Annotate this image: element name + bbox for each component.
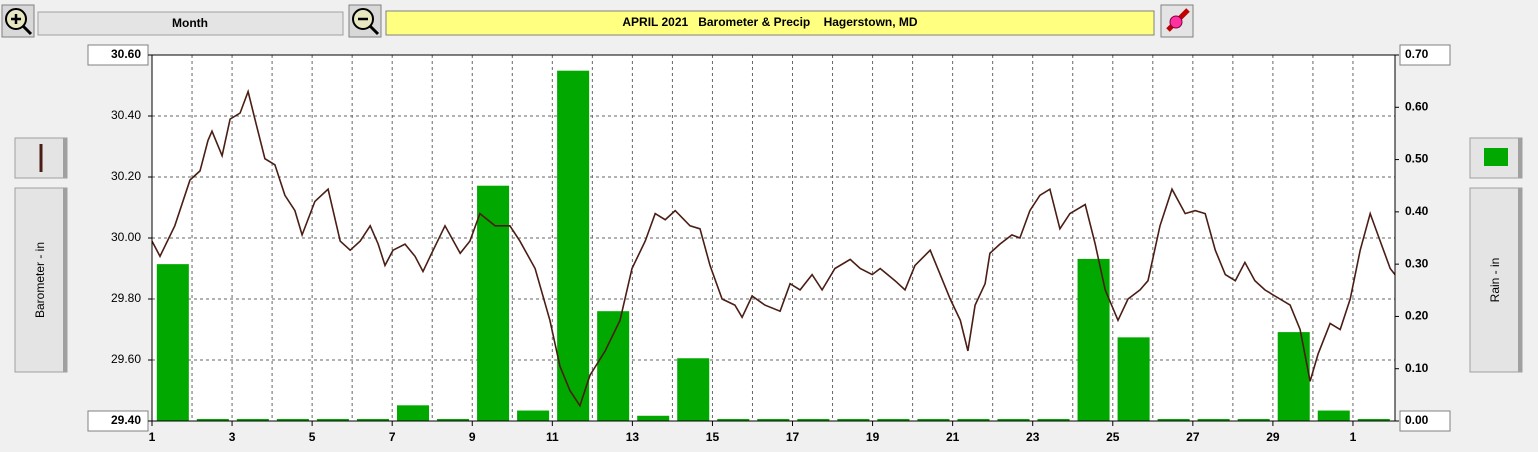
y2-tick-label: 0.70 xyxy=(1405,47,1429,61)
edit-button[interactable] xyxy=(1160,4,1194,38)
x-tick-label: 27 xyxy=(1186,430,1200,444)
bar xyxy=(917,419,950,421)
y2-tick-label: 0.00 xyxy=(1405,413,1429,427)
y-tick-label: 29.80 xyxy=(111,291,141,305)
bar xyxy=(797,419,830,421)
legend-button[interactable] xyxy=(1469,137,1523,179)
chart-title: APRIL 2021 Barometer & Precip Hagerstown… xyxy=(622,15,918,29)
x-tick-label: 17 xyxy=(786,430,800,444)
bar xyxy=(757,419,790,421)
bar xyxy=(196,419,229,421)
x-tick-label: 1 xyxy=(1350,430,1357,444)
title-box xyxy=(385,10,1155,36)
bar xyxy=(477,185,510,421)
x-tick-label: 9 xyxy=(469,430,476,444)
line xyxy=(151,88,1396,408)
y-tick-label: 30.60 xyxy=(111,47,141,61)
bar xyxy=(1277,332,1310,421)
y2-tick-label: 0.10 xyxy=(1405,361,1429,375)
bar xyxy=(1077,258,1110,421)
zoom-out-button[interactable] xyxy=(348,4,382,38)
bar xyxy=(1117,337,1150,421)
x-tick-label: 7 xyxy=(389,430,396,444)
bar xyxy=(557,70,590,421)
y2-axis-label: Rain - in xyxy=(1488,258,1502,303)
bar xyxy=(396,405,430,421)
bar xyxy=(997,419,1030,421)
axis-button[interactable]: Barometer - in xyxy=(14,187,68,373)
bar xyxy=(957,419,990,421)
x-tick-label: 21 xyxy=(946,430,960,444)
axis-button[interactable]: Rain - in xyxy=(1469,187,1523,373)
bar xyxy=(356,419,389,421)
bar xyxy=(1197,419,1230,421)
bar xyxy=(717,419,750,421)
y2-tick-box xyxy=(1399,44,1451,66)
bar xyxy=(877,419,910,421)
bar xyxy=(1317,410,1350,421)
y2-tick-label: 0.20 xyxy=(1405,309,1429,323)
bar xyxy=(637,415,670,421)
y2-tick-box xyxy=(1399,410,1451,432)
y2-tick-label: 0.40 xyxy=(1405,204,1429,218)
zoom-in-button[interactable] xyxy=(1,4,35,38)
x-tick-label: 1 xyxy=(149,430,156,444)
bar xyxy=(156,264,189,421)
period-label: Month xyxy=(172,16,208,30)
y-tick-label: 30.00 xyxy=(111,230,141,244)
bar xyxy=(677,358,710,421)
x-tick-label: 15 xyxy=(706,430,720,444)
legend-button[interactable] xyxy=(14,137,68,179)
y-tick-label: 30.40 xyxy=(111,108,141,122)
bar xyxy=(1237,419,1270,421)
plot-area xyxy=(152,55,1395,421)
x-tick-label: 13 xyxy=(626,430,640,444)
bar xyxy=(236,419,269,421)
period-button[interactable]: Month xyxy=(37,11,344,36)
bar xyxy=(837,419,870,421)
x-tick-label: 3 xyxy=(229,430,236,444)
y-tick-label: 29.60 xyxy=(111,352,141,366)
legend-swatch xyxy=(1484,148,1508,166)
bar xyxy=(437,419,470,421)
y2-tick-label: 0.30 xyxy=(1405,256,1429,270)
bar xyxy=(1157,419,1190,421)
x-tick-label: 5 xyxy=(309,430,316,444)
x-tick-label: 19 xyxy=(866,430,880,444)
y2-tick-label: 0.60 xyxy=(1405,99,1429,113)
bar xyxy=(316,419,349,421)
bar xyxy=(597,311,630,421)
x-tick-label: 29 xyxy=(1266,430,1280,444)
bar xyxy=(276,419,309,421)
y-axis-label: Barometer - in xyxy=(33,242,47,318)
x-tick-label: 25 xyxy=(1106,430,1120,444)
x-tick-label: 11 xyxy=(546,430,559,444)
bar xyxy=(1357,419,1390,421)
bar xyxy=(1037,419,1070,421)
y-tick-label: 30.20 xyxy=(111,169,141,183)
bar xyxy=(517,410,550,421)
x-tick-label: 23 xyxy=(1026,430,1040,444)
plot-border xyxy=(151,54,1396,422)
y2-tick-label: 0.50 xyxy=(1405,152,1429,166)
y-tick-label: 29.40 xyxy=(111,413,141,427)
